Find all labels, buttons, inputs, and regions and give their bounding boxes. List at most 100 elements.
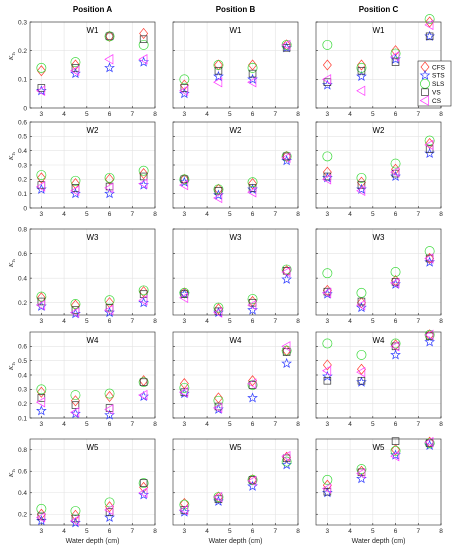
- marker-cs: [390, 450, 400, 462]
- x-tick-label: 8: [153, 421, 157, 428]
- legend-label: STS: [432, 73, 445, 80]
- panel-title: W5: [373, 443, 386, 452]
- x-tick-label: 6: [251, 211, 255, 218]
- marker-cs: [36, 181, 46, 192]
- marker-vs: [425, 32, 434, 41]
- x-tick-label: 7: [416, 421, 420, 428]
- y-tick-label: 0.4: [18, 372, 27, 379]
- marker-cfs: [139, 481, 149, 493]
- marker-cfs: [214, 491, 223, 503]
- marker-cs: [179, 504, 189, 516]
- marker-cs: [322, 74, 332, 85]
- marker-cs: [138, 295, 148, 306]
- marker-cs: [247, 76, 257, 88]
- y-axis-label-symbol: K: [8, 365, 15, 371]
- marker-cs: [322, 365, 332, 376]
- marker-sls: [247, 177, 258, 188]
- marker-sls: [322, 474, 333, 485]
- y-axis-label-subscript: Ts: [11, 469, 16, 473]
- x-tick-label: 5: [371, 211, 375, 218]
- marker-sls: [390, 158, 401, 169]
- panel-w4-col1: 3 4 5 6 7 8 0.1 0.2 0.3 0.4 0.5 0.6 KTs W4: [8, 331, 157, 428]
- x-tick-label: 8: [439, 211, 443, 218]
- marker-vs: [71, 401, 80, 409]
- marker-sls: [179, 174, 190, 185]
- marker-sls: [36, 384, 47, 395]
- marker-cs: [424, 329, 434, 341]
- legend-marker-vs: [421, 88, 429, 96]
- y-axis-label-symbol: K: [8, 262, 15, 268]
- marker-sls: [70, 390, 81, 401]
- marker-cs: [70, 515, 80, 526]
- marker-sls: [36, 62, 47, 73]
- marker-cs: [138, 487, 148, 498]
- marker-sls: [104, 31, 115, 42]
- y-tick-label: 0.1: [18, 77, 27, 84]
- marker-sls: [356, 464, 367, 475]
- marker-sls: [179, 382, 190, 393]
- x-tick-label: 8: [153, 211, 157, 218]
- y-axis-label-symbol: K: [8, 55, 15, 61]
- legend-label: SLS: [432, 81, 445, 88]
- x-tick-label: 6: [251, 318, 255, 325]
- x-tick-label: 6: [108, 111, 112, 118]
- panel-w3-col2: 3 4 5 6 7 8 W3: [172, 228, 300, 325]
- legend-label: VS: [432, 90, 441, 97]
- axes-box: [172, 21, 299, 109]
- marker-cs: [70, 307, 80, 318]
- x-tick-label: 3: [326, 318, 330, 325]
- x-tick-label: 6: [108, 421, 112, 428]
- y-tick-label: 0.2: [18, 300, 27, 307]
- marker-sts: [424, 336, 435, 347]
- y-tick-label: 0.5: [18, 134, 27, 141]
- x-tick-label: 8: [439, 528, 443, 535]
- marker-cfs: [214, 303, 223, 315]
- x-tick-label: 7: [273, 111, 277, 118]
- marker-vs: [139, 479, 148, 487]
- panel-w3-col1: 3 4 5 6 7 8 0.2 0.4 0.6 0.8 KTs W3: [8, 226, 157, 325]
- marker-sls: [424, 438, 435, 449]
- y-tick-label: 0.4: [18, 490, 27, 497]
- y-axis-label: KTs: [8, 152, 16, 161]
- x-tick-label: 4: [205, 318, 209, 325]
- column-title: Position B: [216, 5, 256, 14]
- x-tick-label: 5: [228, 318, 232, 325]
- x-axis-label: Water depth (cm): [209, 538, 263, 545]
- marker-sls: [213, 60, 224, 70]
- x-tick-label: 5: [85, 211, 89, 218]
- x-tick-label: 5: [228, 528, 232, 535]
- x-tick-label: 5: [85, 528, 89, 535]
- marker-cs: [281, 450, 291, 462]
- marker-cfs: [357, 59, 366, 71]
- x-tick-label: 7: [130, 528, 134, 535]
- marker-cs: [36, 85, 46, 97]
- x-tick-label: 7: [273, 421, 277, 428]
- x-tick-label: 6: [251, 528, 255, 535]
- x-tick-label: 3: [40, 421, 44, 428]
- marker-cfs: [282, 150, 292, 162]
- marker-cs: [281, 152, 291, 164]
- marker-cfs: [357, 176, 366, 188]
- marker-sls: [70, 298, 81, 309]
- plot-area: [173, 439, 298, 525]
- marker-cfs: [36, 65, 46, 77]
- marker-sls: [356, 172, 367, 183]
- panel-title: W5: [87, 443, 100, 452]
- legend-marker-sts: [419, 69, 431, 80]
- x-tick-label: 4: [62, 528, 66, 535]
- panel-w5-col3: 3 4 5 6 7 8 W5 Water depth (cm): [315, 436, 443, 545]
- x-tick-label: 4: [348, 421, 352, 428]
- marker-cs: [281, 39, 291, 51]
- legend-marker-cs: [419, 95, 429, 106]
- marker-cs: [356, 366, 366, 378]
- marker-cs: [138, 178, 148, 189]
- x-tick-label: 4: [62, 421, 66, 428]
- x-tick-label: 3: [183, 211, 187, 218]
- panel-title: W5: [230, 443, 243, 452]
- y-tick-label: 0.2: [18, 512, 27, 519]
- marker-cfs: [248, 474, 257, 486]
- marker-vs: [105, 32, 114, 41]
- marker-sls: [390, 445, 401, 456]
- marker-cfs: [179, 287, 189, 299]
- plot-area: [30, 22, 155, 108]
